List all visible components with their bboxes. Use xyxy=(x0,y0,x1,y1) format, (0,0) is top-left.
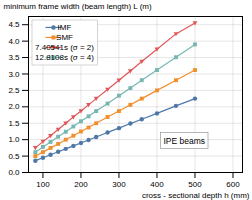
svg-text:1.5: 1.5 xyxy=(8,119,20,128)
svg-text:minimum frame width (beam leng: minimum frame width (beam length) L (m) xyxy=(4,2,153,11)
svg-text:2.0: 2.0 xyxy=(8,102,20,111)
svg-text:500: 500 xyxy=(188,180,202,189)
svg-text:SMF: SMF xyxy=(56,33,73,42)
svg-text:0.0: 0.0 xyxy=(8,168,20,177)
svg-text:3.0: 3.0 xyxy=(8,70,20,79)
svg-text:IMF: IMF xyxy=(58,23,72,32)
svg-text:4.0: 4.0 xyxy=(8,37,20,46)
svg-text:0.5: 0.5 xyxy=(8,152,20,161)
svg-text:100: 100 xyxy=(36,180,50,189)
svg-text:300: 300 xyxy=(112,180,126,189)
svg-text:4.5: 4.5 xyxy=(8,20,20,29)
svg-text:1.0: 1.0 xyxy=(8,135,20,144)
svg-text:cross - sectional depth h (mm): cross - sectional depth h (mm) xyxy=(142,191,250,200)
svg-text:600: 600 xyxy=(226,180,240,189)
svg-text:400: 400 xyxy=(150,180,164,189)
svg-text:12.8108s (σ = 4): 12.8108s (σ = 4) xyxy=(35,53,94,62)
svg-text:IPE beams: IPE beams xyxy=(163,136,205,146)
svg-text:200: 200 xyxy=(74,180,88,189)
svg-text:7.40541s (σ = 2): 7.40541s (σ = 2) xyxy=(35,43,94,52)
svg-text:2.5: 2.5 xyxy=(8,86,20,95)
svg-text:3.5: 3.5 xyxy=(8,53,20,62)
